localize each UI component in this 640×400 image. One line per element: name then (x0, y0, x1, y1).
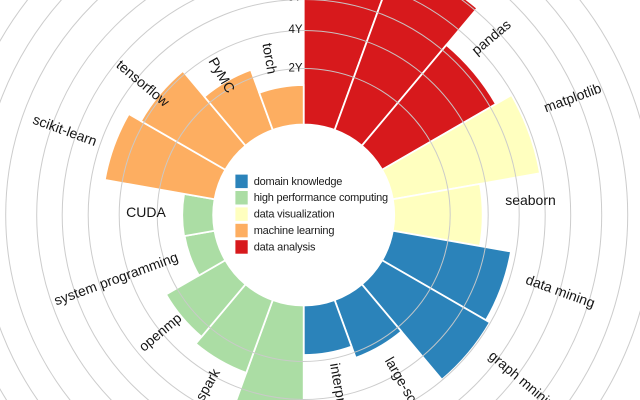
svg-text:spark: spark (192, 365, 223, 400)
svg-text:interpretability: interpretability (327, 362, 358, 400)
svg-text:graph mnining: graph mnining (486, 347, 564, 400)
svg-text:tensorflow: tensorflow (113, 56, 173, 110)
svg-text:CUDA: CUDA (126, 204, 166, 220)
svg-text:data visualization: data visualization (254, 209, 335, 221)
svg-text:domain knowledge: domain knowledge (254, 176, 343, 188)
svg-text:matplotlib: matplotlib (542, 80, 604, 116)
svg-text:seaborn: seaborn (505, 192, 556, 208)
svg-text:torch: torch (259, 42, 280, 75)
svg-text:pandas: pandas (468, 16, 513, 58)
svg-text:high performance computing: high performance computing (254, 192, 388, 204)
svg-text:openmp: openmp (135, 309, 184, 354)
svg-text:PyMC: PyMC (206, 54, 239, 95)
svg-text:data mining: data mining (524, 271, 597, 311)
svg-text:scikit-learn: scikit-learn (31, 111, 99, 149)
svg-text:data analysis: data analysis (254, 241, 316, 253)
svg-text:4Y: 4Y (288, 24, 302, 36)
svg-text:2Y: 2Y (288, 63, 302, 75)
svg-text:6Y: 6Y (287, 0, 301, 4)
svg-text:machine learning: machine learning (254, 225, 335, 237)
